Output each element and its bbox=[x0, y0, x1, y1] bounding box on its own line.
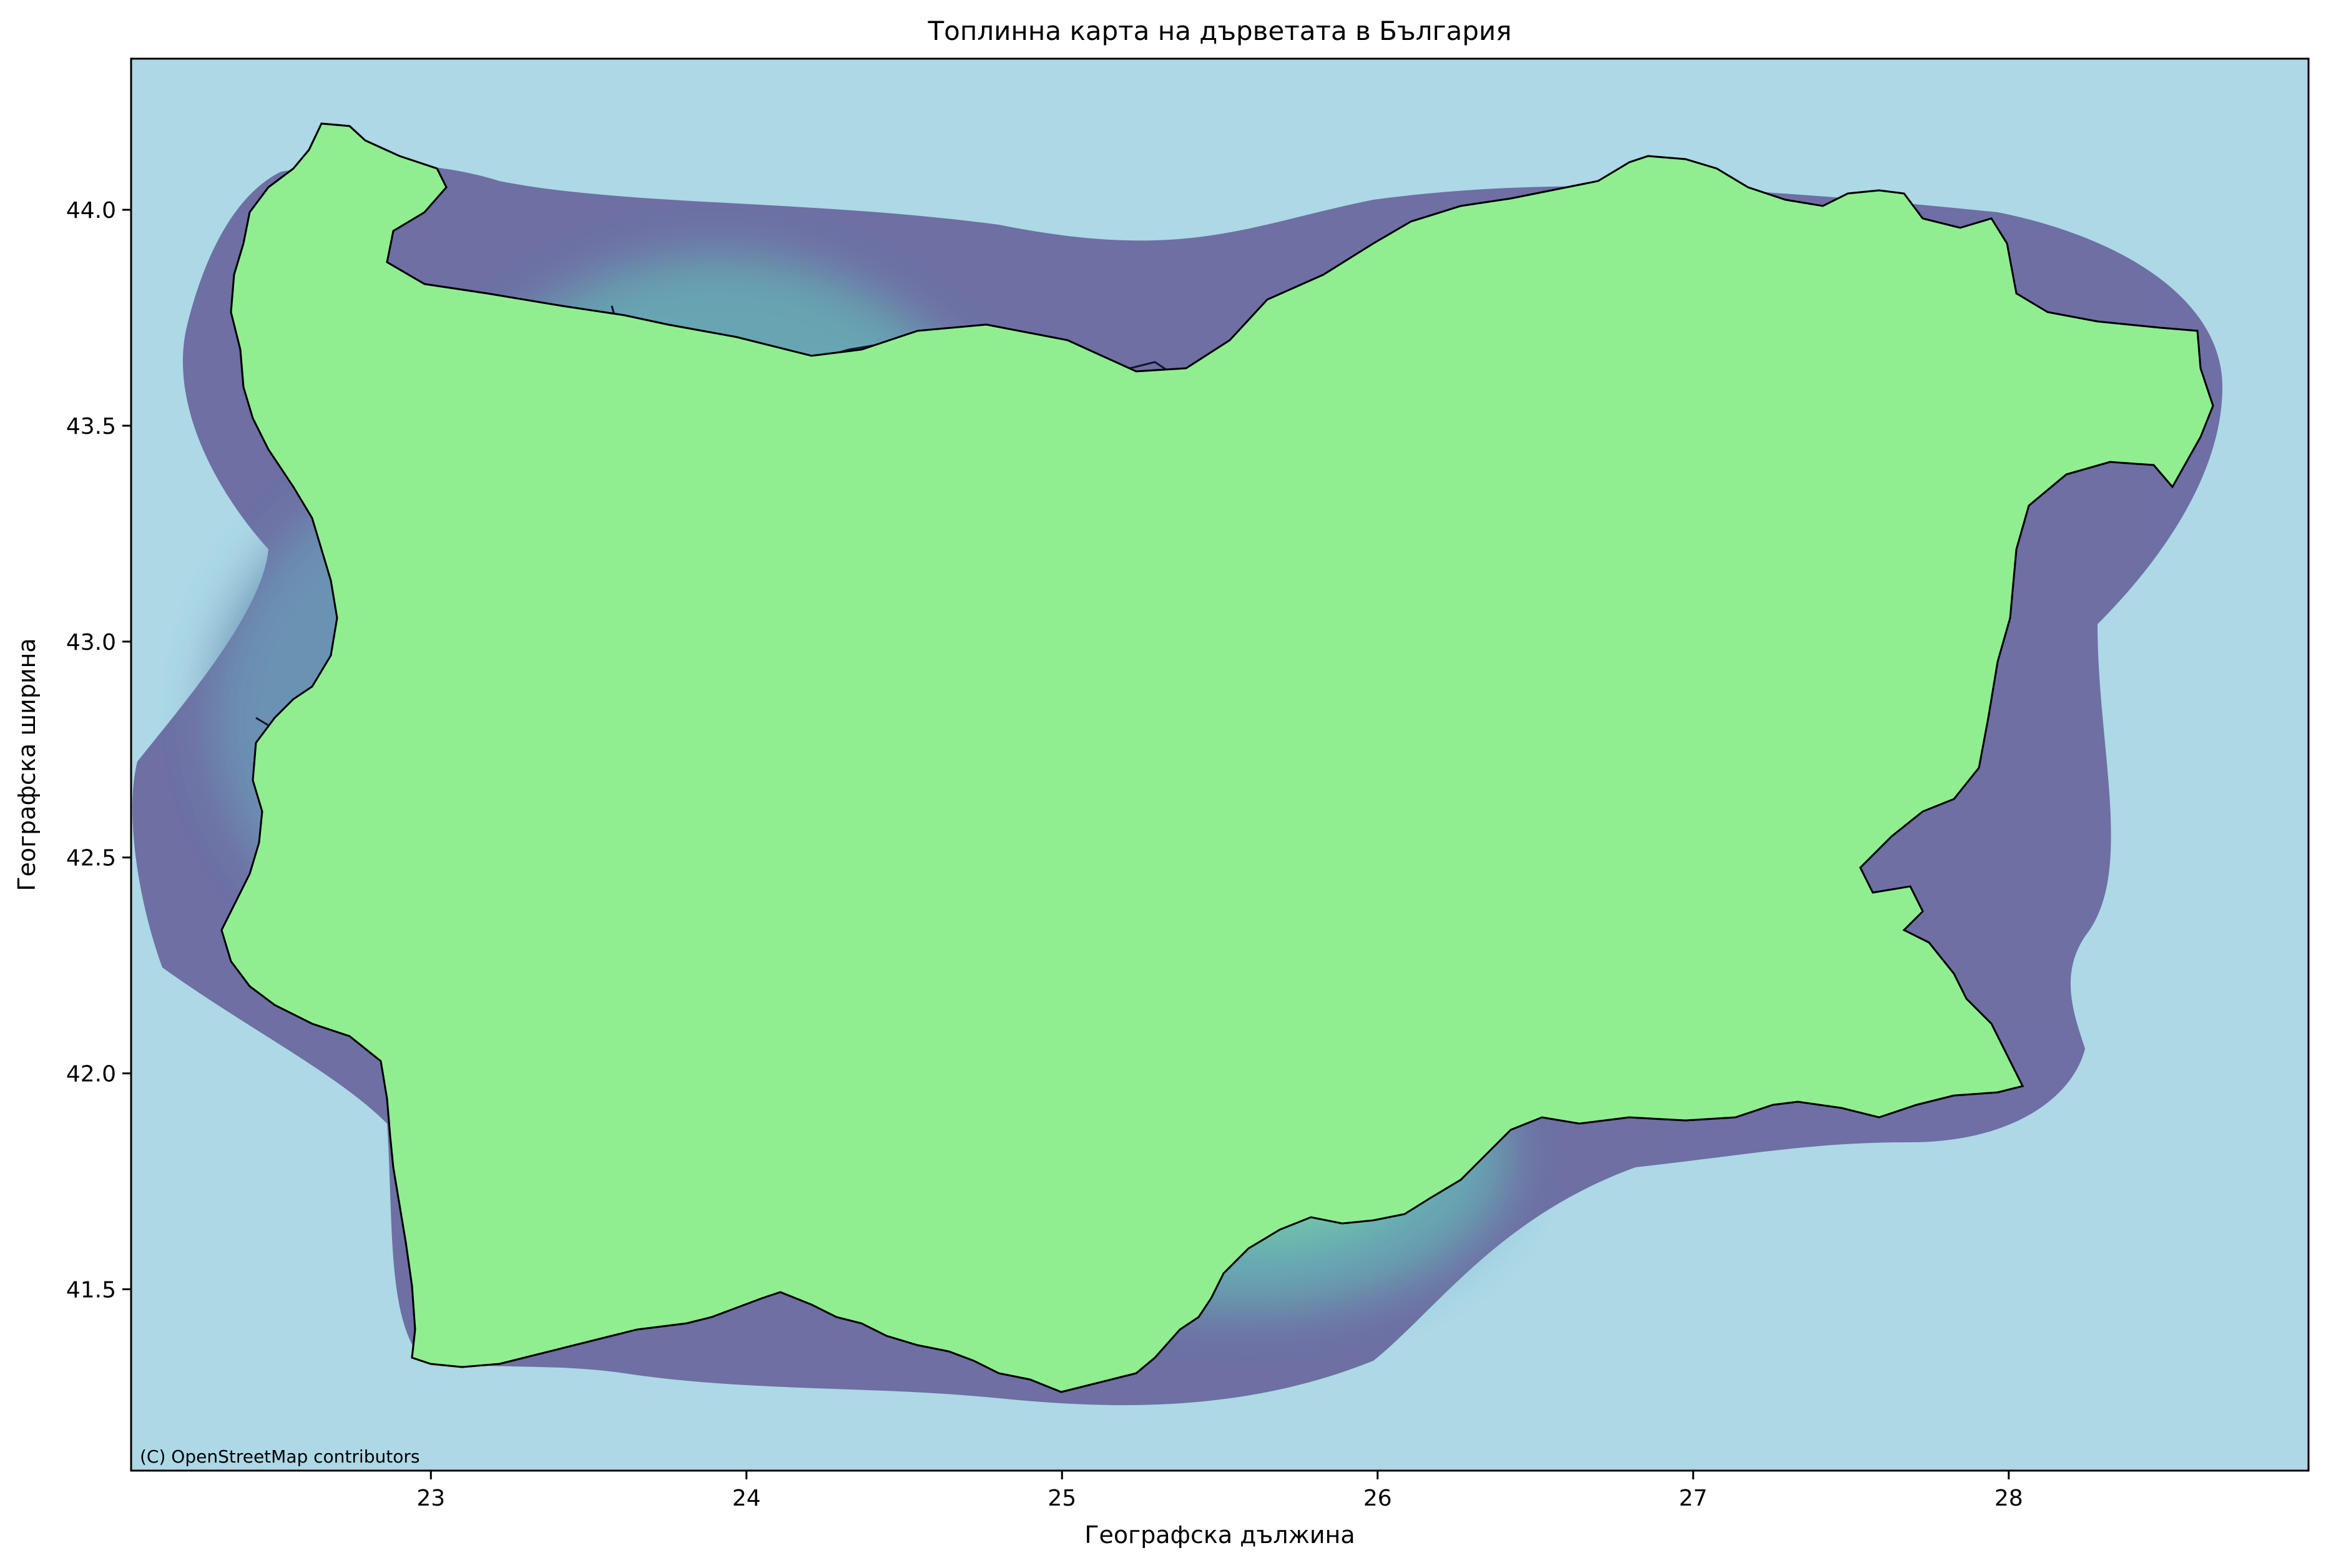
x-axis: 23 24 25 26 27 28 bbox=[416, 1471, 2023, 1511]
y-axis: 41.5 42.0 42.5 43.0 43.5 44.0 bbox=[66, 198, 131, 1303]
x-tick-label: 27 bbox=[1679, 1486, 1707, 1511]
x-tick-label: 28 bbox=[1995, 1486, 2023, 1511]
x-tick-label: 24 bbox=[732, 1486, 761, 1511]
map-attribution: (C) OpenStreetMap contributors bbox=[140, 1446, 420, 1467]
y-tick-label: 41.5 bbox=[66, 1277, 116, 1303]
y-tick-label: 42.5 bbox=[66, 846, 116, 871]
y-tick-label: 42.0 bbox=[66, 1062, 116, 1087]
y-tick-label: 43.0 bbox=[66, 630, 116, 655]
y-axis-label: Географска ширина bbox=[13, 638, 41, 891]
x-tick-label: 25 bbox=[1048, 1486, 1076, 1511]
y-tick-label: 43.5 bbox=[66, 414, 116, 439]
x-tick-label: 23 bbox=[416, 1486, 445, 1511]
chart-title: Топлинна карта на дърветата в България bbox=[927, 16, 1511, 46]
map-area: (C) OpenStreetMap contributors bbox=[131, 59, 2309, 1471]
y-tick-label: 44.0 bbox=[66, 198, 116, 223]
axes-frame bbox=[130, 57, 2310, 1472]
x-axis-label: Географска дължина bbox=[1084, 1521, 1355, 1549]
x-tick-label: 26 bbox=[1363, 1486, 1392, 1511]
